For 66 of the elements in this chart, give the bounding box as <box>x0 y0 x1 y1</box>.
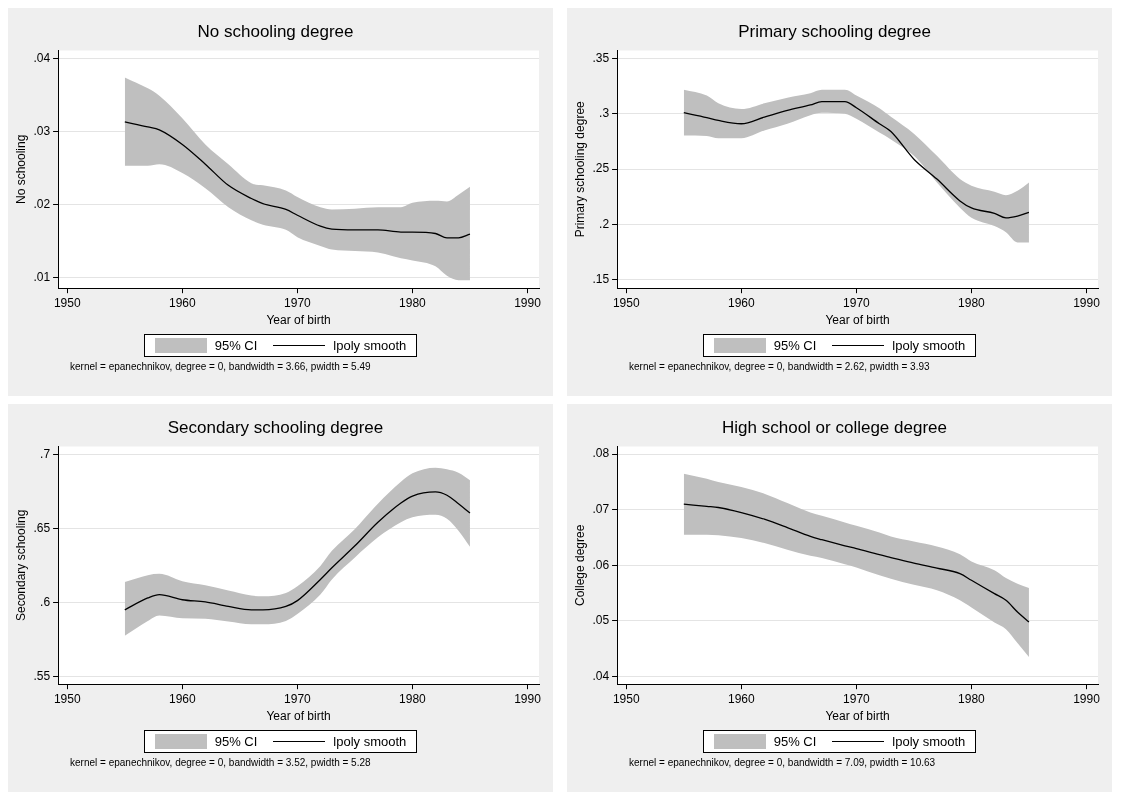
x-tick-label: 1980 <box>399 691 427 706</box>
x-tick-label: 1970 <box>843 691 871 706</box>
x-tick-label: 1950 <box>53 295 81 310</box>
x-tick-label: 1970 <box>284 295 312 310</box>
legend-title: 95% CI <box>773 338 817 353</box>
y-tick-label: .05 <box>592 613 610 628</box>
text: kernel = epanechnikov, degree = 0, bandwidth = 3.52, pwidth = 5.28 <box>70 757 372 768</box>
x-tick-label: 1960 <box>727 691 756 706</box>
y-tick-label: .35 <box>592 50 610 65</box>
y-tick-label: .01 <box>33 269 51 284</box>
line-series <box>124 121 471 239</box>
x-tick-label: 1950 <box>612 295 640 310</box>
y-tick-label: .3 <box>599 106 610 121</box>
legend-label: lpoly smooth <box>892 338 966 353</box>
y-tick-label: .25 <box>592 161 610 176</box>
y-tick-label: .04 <box>592 668 610 683</box>
x-tick-label: 1960 <box>168 691 197 706</box>
x-tick-label: 1980 <box>399 295 427 310</box>
y-axis-title: Secondary schooling <box>13 509 28 621</box>
x-tick-label: 1990 <box>1073 295 1101 310</box>
line-series <box>124 491 471 611</box>
y-tick-label: .2 <box>599 216 610 231</box>
y-tick-label: .08 <box>592 446 610 461</box>
y-tick-label: .07 <box>592 502 610 517</box>
x-tick-label: 1960 <box>727 295 756 310</box>
chart-title: Primary schooling degree <box>738 21 931 41</box>
chart-title: No schooling degree <box>197 21 354 41</box>
legend-title: 95% CI <box>214 734 258 749</box>
y-tick-label: .15 <box>592 272 610 287</box>
y-tick-label: .65 <box>33 520 51 535</box>
y-axis-title: College degree <box>572 524 587 606</box>
chart-title: Secondary schooling degree <box>167 417 384 437</box>
y-tick-label: .03 <box>33 123 51 138</box>
line-series <box>683 503 1030 623</box>
text: kernel = epanechnikov, degree = 0, bandwidth = 3.66, pwidth = 5.49 <box>70 361 372 372</box>
x-axis-title: Year of birth <box>825 313 890 328</box>
line-series <box>683 100 1030 219</box>
y-axis-title: No schooling <box>13 134 28 204</box>
y-tick-label: .02 <box>33 196 51 211</box>
y-tick-label: .7 <box>40 446 51 461</box>
y-tick-label: .04 <box>33 50 51 65</box>
x-tick-label: 1990 <box>514 295 542 310</box>
x-axis-title: Year of birth <box>825 709 890 724</box>
y-tick-label: .06 <box>592 557 610 572</box>
chart-title: High school or college degree <box>722 417 947 437</box>
x-tick-label: 1980 <box>958 295 986 310</box>
legend-title: 95% CI <box>214 338 258 353</box>
x-tick-label: 1990 <box>1073 691 1101 706</box>
legend-label: lpoly smooth <box>892 734 966 749</box>
y-tick-label: .55 <box>33 669 51 684</box>
legend-label: lpoly smooth <box>333 338 407 353</box>
x-tick-label: 1970 <box>843 295 871 310</box>
x-tick-label: 1950 <box>53 691 81 706</box>
x-tick-label: 1970 <box>284 691 312 706</box>
x-tick-label: 1960 <box>168 295 197 310</box>
x-axis-title: Year of birth <box>266 313 331 328</box>
text: kernel = epanechnikov, degree = 0, bandwidth = 7.09, pwidth = 10.63 <box>629 757 937 768</box>
legend-title: 95% CI <box>773 734 817 749</box>
y-tick-label: .6 <box>40 595 51 610</box>
x-tick-label: 1990 <box>514 691 542 706</box>
text: kernel = epanechnikov, degree = 0, bandwidth = 2.62, pwidth = 3.93 <box>629 361 931 372</box>
legend-label: lpoly smooth <box>333 734 407 749</box>
y-axis-title: Primary schooling degree <box>572 100 587 238</box>
x-tick-label: 1980 <box>958 691 986 706</box>
x-axis-title: Year of birth <box>266 709 331 724</box>
x-tick-label: 1950 <box>612 691 640 706</box>
